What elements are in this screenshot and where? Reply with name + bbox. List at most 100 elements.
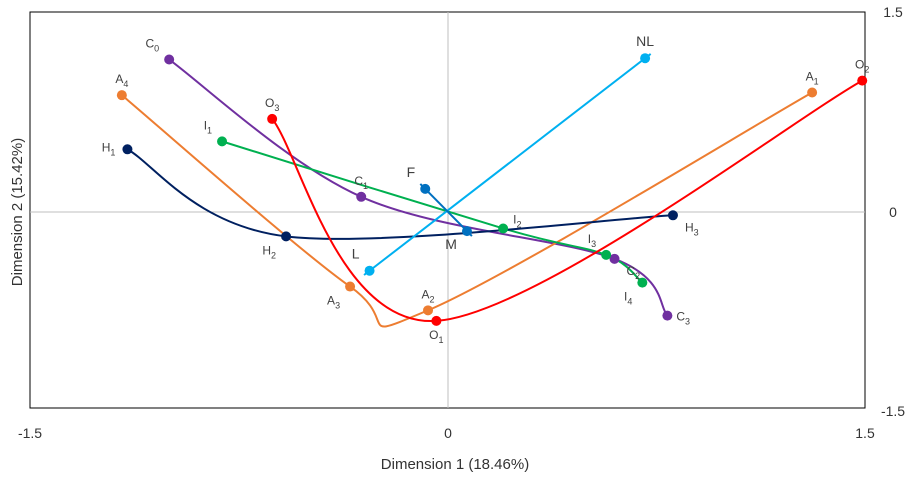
series-points xyxy=(116,53,868,326)
point-label-text: A xyxy=(115,72,123,86)
x-tick-label: 0 xyxy=(444,425,452,441)
point-label-text: H xyxy=(685,220,694,234)
point-label-subscript: 0 xyxy=(154,44,159,54)
ticks: -1.5 0 1.5 1.5 0 -1.5 xyxy=(18,4,905,441)
point-label-subscript: 4 xyxy=(123,79,128,89)
point-label-text: A xyxy=(806,70,814,84)
data-point xyxy=(601,249,612,260)
data-point xyxy=(662,310,673,321)
data-point xyxy=(807,87,818,98)
point-label: H2 xyxy=(262,243,276,260)
point-label-text: I xyxy=(513,212,516,226)
data-point xyxy=(431,315,442,326)
data-point xyxy=(267,113,278,124)
series-curve xyxy=(221,140,643,284)
point-label-text: O xyxy=(265,96,274,110)
data-point xyxy=(122,144,133,155)
point-label-subscript: 1 xyxy=(814,77,819,87)
y-tick-label: 1.5 xyxy=(883,4,903,20)
data-point xyxy=(164,54,175,65)
data-point xyxy=(356,191,367,202)
point-label: F xyxy=(407,164,416,180)
point-label: O2 xyxy=(855,58,869,75)
point-label-subscript: 3 xyxy=(274,103,279,113)
point-label-text: M xyxy=(445,236,457,252)
point-label-subscript: 2 xyxy=(864,65,869,75)
point-label: M xyxy=(445,236,457,252)
point-label-subscript: 2 xyxy=(271,250,276,260)
point-label-text: C xyxy=(676,310,685,324)
point-label-text: A xyxy=(422,287,430,301)
point-label: I1 xyxy=(204,118,212,135)
point-label: O1 xyxy=(429,328,443,345)
series-curve xyxy=(126,148,674,240)
data-point xyxy=(498,223,509,234)
point-label-text: I xyxy=(624,290,627,304)
point-label-text: L xyxy=(352,246,360,262)
point-label: A2 xyxy=(422,287,435,304)
series-curve xyxy=(363,53,652,276)
point-label-text: F xyxy=(407,164,416,180)
y-tick-label: -1.5 xyxy=(881,403,905,419)
point-label-subscript: 2 xyxy=(517,219,522,229)
point-label: C2 xyxy=(627,264,641,281)
data-point xyxy=(217,136,228,147)
point-label-text: C xyxy=(354,174,363,188)
data-point xyxy=(423,305,434,316)
x-tick-label: 1.5 xyxy=(855,425,875,441)
data-point xyxy=(637,277,648,288)
series-curves xyxy=(121,53,863,328)
point-label: C0 xyxy=(145,37,159,54)
point-label: I3 xyxy=(588,232,596,249)
point-label-text: H xyxy=(262,243,271,257)
point-label-subscript: 3 xyxy=(335,301,340,311)
point-label: H1 xyxy=(102,140,116,157)
series-curve xyxy=(271,79,863,322)
point-label: I2 xyxy=(513,212,521,229)
point-label-text: I xyxy=(588,232,591,246)
data-point xyxy=(364,265,375,276)
point-label-subscript: 3 xyxy=(685,317,690,327)
data-point xyxy=(640,53,651,64)
point-label: C3 xyxy=(676,310,690,327)
point-label: A1 xyxy=(806,70,819,87)
point-label: NL xyxy=(636,33,654,49)
point-label-subscript: 1 xyxy=(110,147,115,157)
series-curve xyxy=(121,91,813,328)
point-label: A3 xyxy=(327,294,340,311)
data-point xyxy=(857,75,868,86)
data-point xyxy=(461,226,472,237)
x-axis-title: Dimension 1 (18.46%) xyxy=(381,456,529,473)
point-label-text: H xyxy=(102,140,111,154)
x-tick-label: -1.5 xyxy=(18,425,42,441)
data-point xyxy=(420,183,431,194)
data-point xyxy=(345,281,356,292)
point-label-subscript: 1 xyxy=(439,335,444,345)
point-label-text: C xyxy=(145,37,154,51)
point-label-subscript: 2 xyxy=(635,271,640,281)
point-label: O3 xyxy=(265,96,279,113)
point-label-text: C xyxy=(627,264,636,278)
point-label-text: A xyxy=(327,294,335,308)
point-label: I4 xyxy=(624,290,632,307)
point-label: C1 xyxy=(354,174,368,191)
y-tick-label: 0 xyxy=(889,204,897,220)
point-label: L xyxy=(352,246,360,262)
point-label-subscript: 4 xyxy=(627,297,632,307)
point-label-subscript: 1 xyxy=(207,125,212,135)
point-label-text: I xyxy=(204,118,207,132)
point-label-text: NL xyxy=(636,33,654,49)
data-point xyxy=(667,210,678,221)
point-label-subscript: 3 xyxy=(694,227,699,237)
point-labels: C0C1C2C3A4A3A2A1I1I2I3I4H1H2H3O3O1O2LNLF… xyxy=(102,33,870,345)
point-label: H3 xyxy=(685,220,699,237)
point-label: A4 xyxy=(115,72,128,89)
y-axis-title: Dimension 2 (15.42%) xyxy=(9,138,26,286)
data-point xyxy=(116,90,127,101)
series-curve xyxy=(419,183,473,237)
point-label-subscript: 2 xyxy=(430,294,435,304)
data-point xyxy=(609,253,620,264)
point-label-text: O xyxy=(855,58,864,72)
point-label-subscript: 3 xyxy=(591,239,596,249)
